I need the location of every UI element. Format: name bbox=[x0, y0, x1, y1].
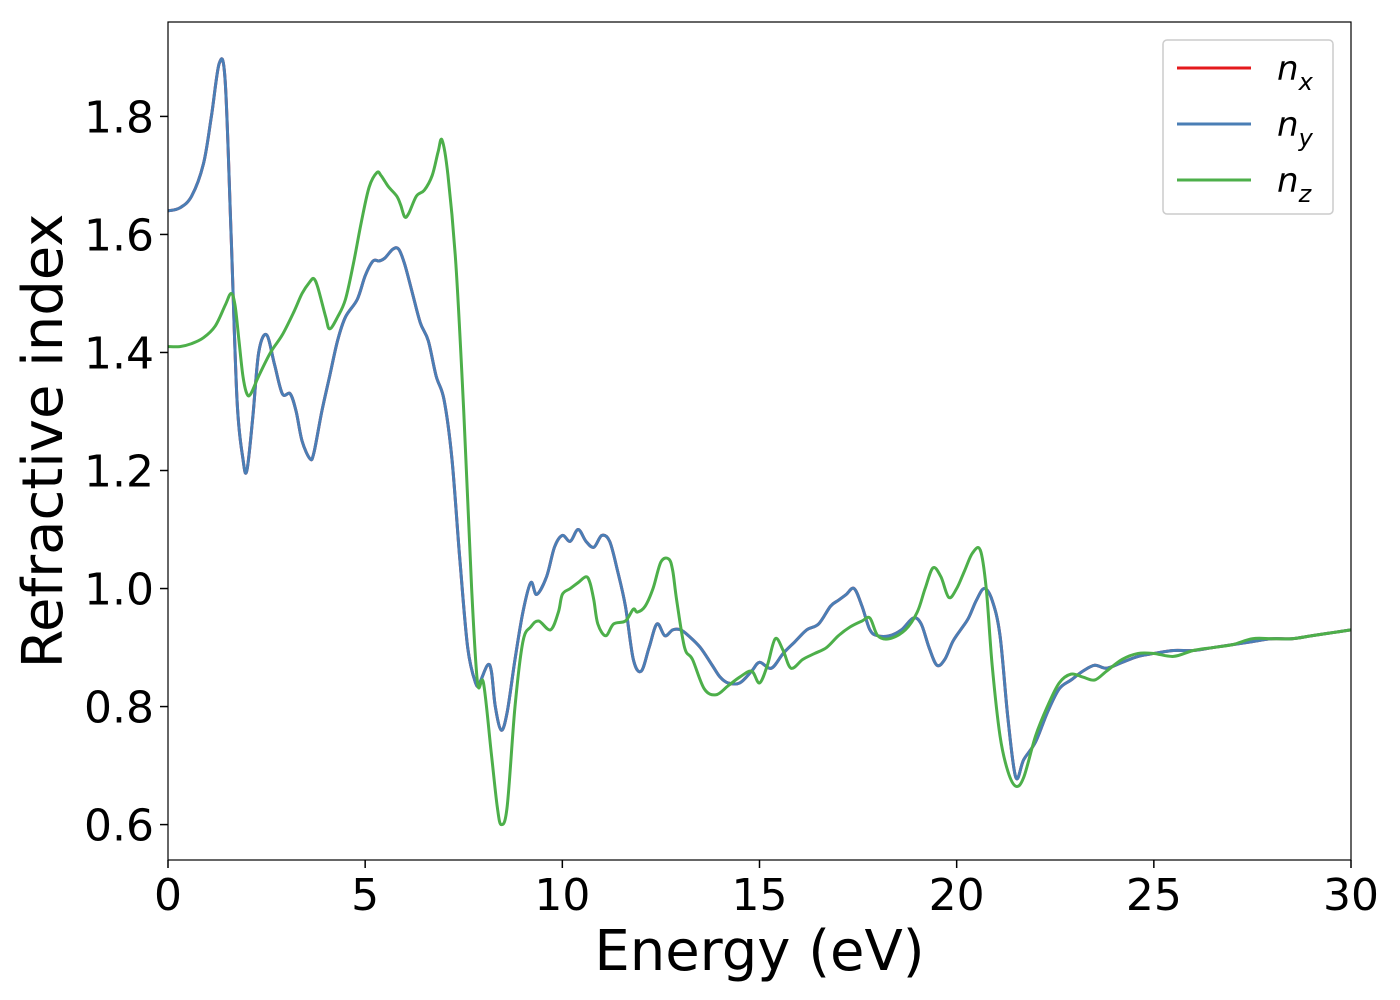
legend-label-base: n bbox=[1277, 49, 1299, 89]
x-tick-label: 25 bbox=[1126, 870, 1182, 921]
x-tick-label: 30 bbox=[1323, 870, 1379, 921]
y-tick-label: 1.8 bbox=[84, 92, 154, 143]
series-layer bbox=[168, 57, 1351, 827]
legend-label-subscript: z bbox=[1298, 180, 1313, 208]
legend-label-n-y: ny bbox=[1277, 105, 1314, 152]
x-tick-label: 0 bbox=[154, 870, 182, 921]
x-tick-label: 20 bbox=[929, 870, 985, 921]
legend-label-base: n bbox=[1277, 105, 1299, 145]
y-tick-label: 1.4 bbox=[84, 328, 154, 379]
legend-label-base: n bbox=[1277, 161, 1299, 201]
x-tick-label: 10 bbox=[534, 870, 590, 921]
legend-label-n-z: nz bbox=[1277, 161, 1313, 208]
legend-label-subscript: y bbox=[1298, 124, 1314, 152]
x-tick-label: 5 bbox=[351, 870, 379, 921]
x-axis-title: Energy (eV) bbox=[594, 919, 924, 984]
y-tick-label: 0.6 bbox=[84, 801, 154, 852]
x-axis: 0 5 10 15 20 25 30 bbox=[154, 860, 1379, 921]
y-axis-title: Refractive index bbox=[11, 214, 76, 669]
legend-label-n-x: nx bbox=[1277, 49, 1314, 96]
legend-label-subscript: x bbox=[1298, 68, 1314, 96]
y-tick-label: 1.0 bbox=[84, 565, 154, 616]
plot-area bbox=[167, 21, 1352, 861]
legend-box bbox=[1162, 39, 1334, 215]
y-tick-label: 1.6 bbox=[84, 210, 154, 261]
y-tick-label: 1.2 bbox=[84, 447, 154, 498]
series-line-n-z bbox=[168, 137, 1351, 827]
plot-background bbox=[168, 22, 1351, 860]
x-tick-label: 15 bbox=[732, 870, 788, 921]
y-tick-label: 0.8 bbox=[84, 683, 154, 734]
y-axis: 0.6 0.8 1.0 1.2 1.4 1.6 1.8 bbox=[84, 92, 168, 852]
